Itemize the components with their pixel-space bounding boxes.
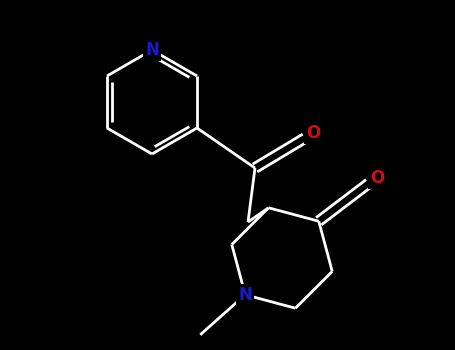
- Text: O: O: [306, 124, 320, 142]
- Text: N: N: [238, 286, 252, 304]
- Text: O: O: [369, 169, 384, 187]
- Text: N: N: [145, 41, 159, 59]
